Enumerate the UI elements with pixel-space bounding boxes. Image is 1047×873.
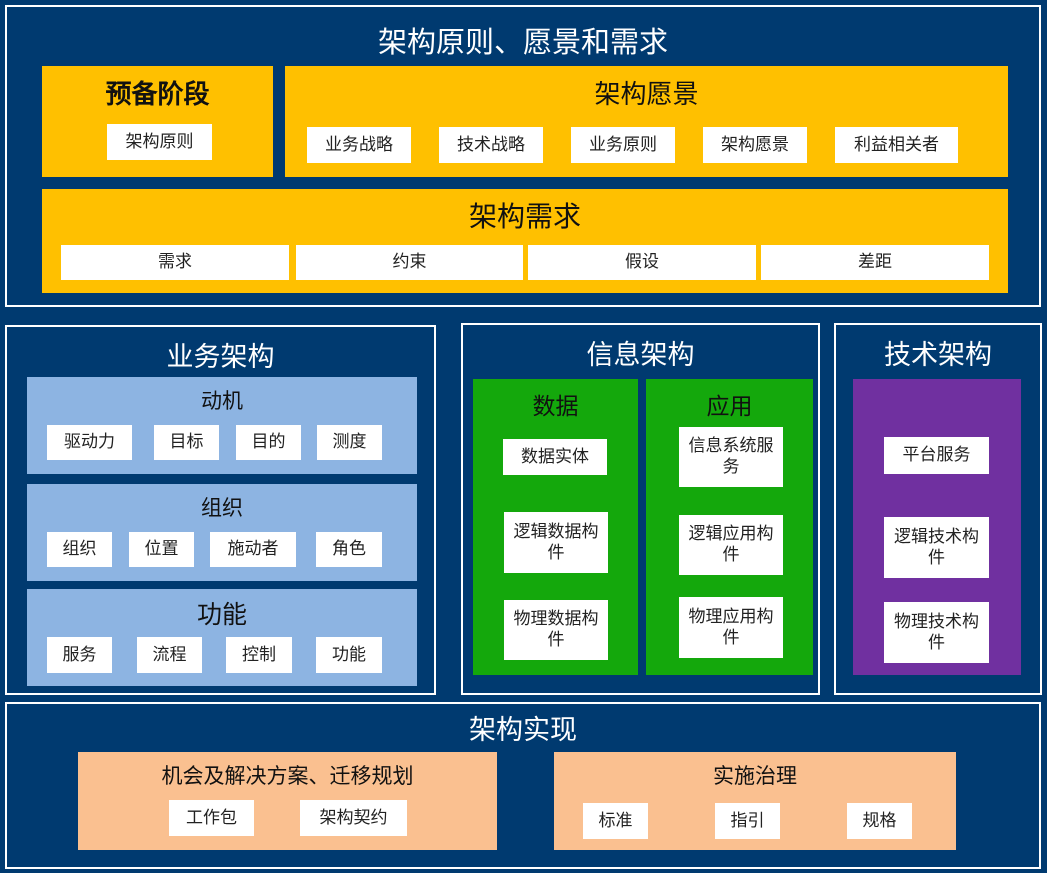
item-box: 目的 (236, 425, 301, 460)
item-box: 架构原则 (107, 124, 212, 160)
requirements-title: 架构需求 (468, 200, 581, 233)
item-box: 位置 (129, 532, 194, 567)
item-box: 施动者 (210, 532, 296, 567)
item-box: 标准 (583, 803, 648, 839)
vision-title: 架构愿景 (594, 80, 699, 110)
item-box: 需求 (61, 245, 289, 280)
item-box: 物理应用构件 (679, 597, 783, 658)
panel-title: 信息架构 (586, 340, 695, 371)
organization-title: 组织 (201, 496, 243, 520)
item-box: 驱动力 (47, 425, 132, 460)
item-box: 目标 (154, 425, 219, 460)
item-box: 信息系统服务 (679, 427, 783, 487)
item-box: 规格 (847, 803, 912, 839)
application-title: 应用 (706, 394, 753, 420)
item-box: 物理技术构件 (884, 602, 989, 663)
item-box: 功能 (316, 637, 382, 673)
item-box: 角色 (316, 532, 382, 567)
item-box: 控制 (226, 637, 292, 673)
opportunities-box: 机会及解决方案、迁移规划 (78, 752, 497, 850)
panel-title: 技术架构 (884, 340, 992, 371)
item-box: 逻辑技术构件 (884, 517, 989, 578)
preliminary-title: 预备阶段 (105, 80, 210, 110)
panel-title: 业务架构 (166, 342, 275, 373)
item-box: 流程 (137, 637, 202, 673)
item-box: 业务战略 (307, 127, 411, 163)
function-title: 功能 (196, 600, 247, 629)
opportunities-title: 机会及解决方案、迁移规划 (161, 764, 414, 788)
item-box: 服务 (47, 637, 112, 673)
item-box: 逻辑应用构件 (679, 515, 783, 575)
preliminary-box: 预备阶段 (42, 66, 273, 177)
item-box: 平台服务 (884, 437, 989, 474)
governance-title: 实施治理 (713, 764, 797, 788)
item-box: 利益相关者 (835, 127, 958, 163)
item-box: 测度 (317, 425, 382, 460)
item-box: 工作包 (169, 800, 254, 836)
item-box: 假设 (528, 245, 756, 280)
item-box: 逻辑数据构件 (504, 512, 608, 573)
motivation-title: 动机 (201, 389, 243, 413)
item-box: 差距 (761, 245, 989, 280)
item-box: 业务原则 (571, 127, 675, 163)
item-box: 技术战略 (439, 127, 543, 163)
item-box: 约束 (296, 245, 523, 280)
item-box: 组织 (47, 532, 112, 567)
item-box: 架构愿景 (703, 127, 807, 163)
item-box: 物理数据构件 (504, 600, 608, 660)
panel-title: 架构原则、愿景和需求 (377, 25, 668, 59)
item-box: 指引 (715, 803, 780, 839)
item-box: 架构契约 (300, 800, 407, 836)
data-title: 数据 (532, 394, 579, 420)
item-box: 数据实体 (503, 439, 607, 475)
panel-title: 架构实现 (469, 715, 577, 746)
